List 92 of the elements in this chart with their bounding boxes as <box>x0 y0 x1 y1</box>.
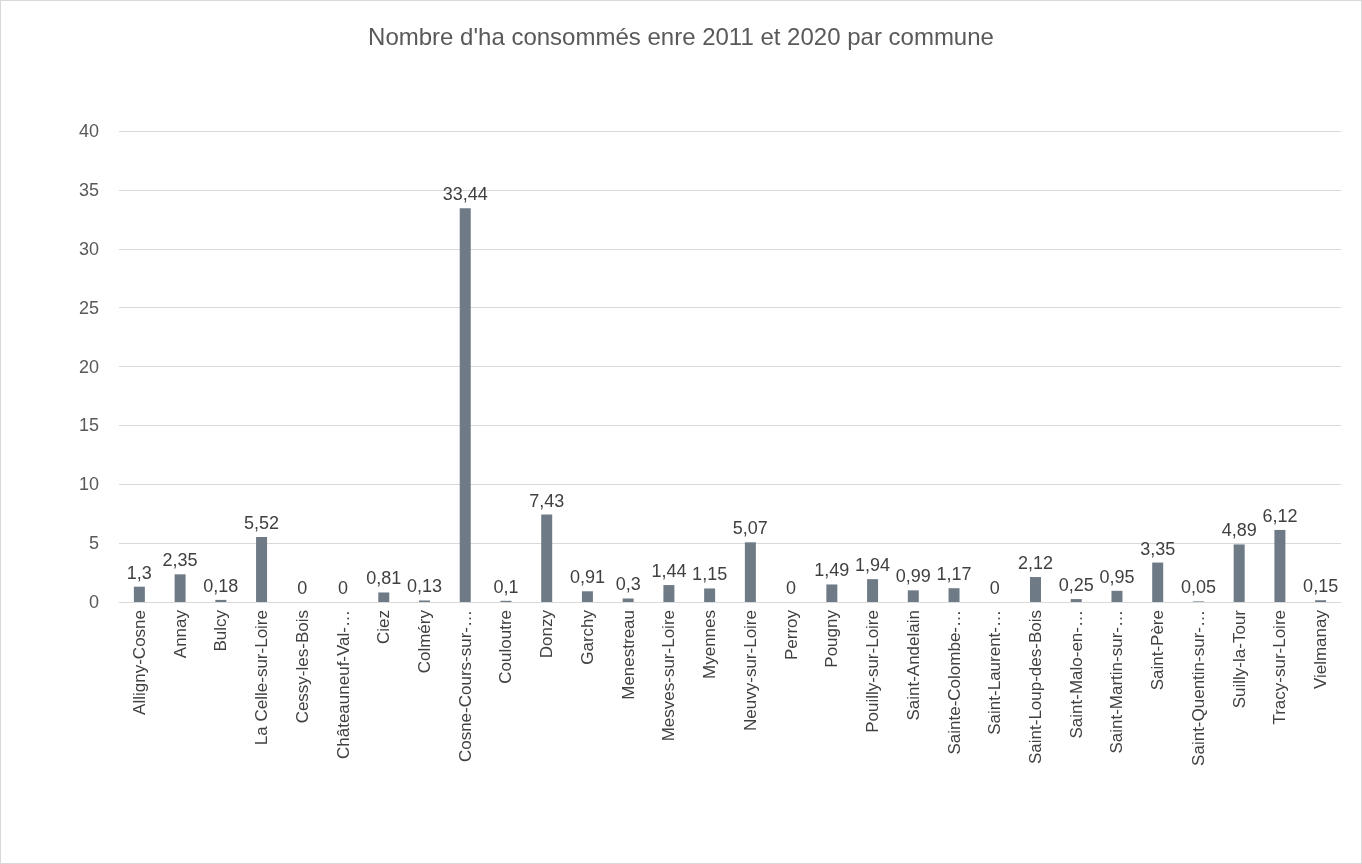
x-tick-label: Bulcy <box>211 609 231 652</box>
data-label: 2,35 <box>162 550 198 571</box>
data-label: 5,07 <box>732 518 768 539</box>
bar <box>1152 562 1164 602</box>
x-tick-label: Saint-Quentin-sur-… <box>1188 610 1208 766</box>
x-tick-label: Menestreau <box>618 610 638 700</box>
data-label: 0,05 <box>1180 577 1216 598</box>
y-tick-label: 15 <box>78 415 99 436</box>
x-tick-label: Colméry <box>415 609 434 674</box>
y-tick-label: 40 <box>78 121 99 141</box>
data-label: 1,3 <box>126 562 152 583</box>
y-tick-label: 20 <box>78 356 99 377</box>
chart-title: Nombre d'ha consommés enre 2011 et 2020 par commune <box>368 22 994 50</box>
x-tick-label: Donzy <box>537 609 557 659</box>
bar <box>256 537 268 602</box>
x-tick-label: La Celle-sur-Loire <box>252 610 272 746</box>
x-tick-label: Châteauneuf-Val-… <box>333 610 353 759</box>
data-label: 0 <box>338 578 349 598</box>
bar <box>1030 577 1041 602</box>
y-tick-label: 10 <box>78 474 99 495</box>
x-tick-label: Saint-Malo-en-… <box>1066 610 1086 739</box>
bar <box>1111 590 1123 602</box>
data-label: 1,44 <box>651 561 687 582</box>
x-tick-label: Sainte-Colombe-… <box>944 610 964 755</box>
data-label: 33,44 <box>442 184 488 205</box>
x-tick-label: Ciez <box>374 610 394 645</box>
data-label: 4,89 <box>1221 520 1257 541</box>
data-label: 2,12 <box>1017 553 1054 574</box>
bar <box>948 588 960 602</box>
bar <box>826 584 838 602</box>
bar <box>622 598 634 602</box>
x-tick-label: Pouilly-sur-Loire <box>863 610 883 733</box>
bar <box>704 588 716 602</box>
x-tick-label: Perroy <box>781 609 801 661</box>
x-tick-label: Saint-Père <box>1148 610 1168 691</box>
data-label: 6,12 <box>1262 505 1298 526</box>
bar <box>1070 599 1082 602</box>
data-label: 0,3 <box>615 574 641 595</box>
data-label: 3,35 <box>1140 538 1176 559</box>
bar <box>1274 529 1286 602</box>
bar <box>867 579 879 602</box>
data-label: 0,81 <box>366 568 402 589</box>
data-label: 0,13 <box>406 576 443 597</box>
x-tick-label: Saint-Andelain <box>903 610 923 721</box>
data-label: 0,1 <box>493 576 519 597</box>
bar <box>581 591 593 602</box>
data-label: 0,18 <box>203 575 239 596</box>
data-label: 0,25 <box>1058 575 1094 596</box>
x-tick-label: Pougny <box>822 609 842 668</box>
data-label: 0,99 <box>895 566 931 587</box>
data-label: 1,49 <box>814 560 850 581</box>
data-label: 1,15 <box>692 564 728 585</box>
data-label: 1,17 <box>936 564 972 585</box>
data-label: 0,91 <box>569 567 605 588</box>
data-label: 7,43 <box>529 490 565 511</box>
data-label: 5,52 <box>244 513 280 533</box>
x-tick-label: Garchy <box>577 609 597 665</box>
bar <box>1233 544 1245 602</box>
y-tick-label: 30 <box>78 238 99 259</box>
data-label: 0 <box>989 578 1000 598</box>
x-tick-label: Tracy-sur-Loire <box>1270 610 1290 725</box>
bar <box>663 585 675 602</box>
x-tick-label: Vielmanay <box>1311 609 1331 690</box>
y-tick-label: 5 <box>88 533 99 554</box>
bar <box>378 592 390 602</box>
data-label: 0,95 <box>1099 566 1135 587</box>
bar <box>744 542 756 602</box>
y-tick-label: 0 <box>88 592 99 612</box>
x-tick-label: Cessy-les-Bois <box>292 610 312 724</box>
data-label: 1,94 <box>855 555 891 576</box>
bar <box>541 514 553 602</box>
bar <box>133 586 145 602</box>
x-tick-label: Saint-Laurent-… <box>985 610 1005 735</box>
y-tick-label: 25 <box>78 297 99 318</box>
bar <box>459 208 471 602</box>
x-tick-label: Neuvy-sur-Loire <box>740 610 760 731</box>
x-tick-label: Couloutre <box>496 610 516 684</box>
bar <box>907 590 919 602</box>
x-tick-label: Annay <box>170 609 190 659</box>
data-label: 0 <box>297 578 308 598</box>
x-tick-label: Cosne-Cours-sur-… <box>455 610 475 763</box>
bar <box>215 599 227 602</box>
x-tick-label: Alligny-Cosne <box>129 610 149 715</box>
x-tick-label: Myennes <box>700 610 720 679</box>
x-tick-label: Saint-Martin-sur-… <box>1107 610 1127 754</box>
data-label: 0,15 <box>1303 576 1339 597</box>
y-tick-label: 35 <box>78 179 99 200</box>
x-tick-label: Saint-Loup-des-Bois <box>1026 610 1045 765</box>
data-label: 0 <box>786 578 797 598</box>
bar <box>174 574 186 602</box>
x-tick-label: Mesves-sur-Loire <box>659 610 679 742</box>
x-tick-label: Suilly-la-Tour <box>1229 609 1249 709</box>
